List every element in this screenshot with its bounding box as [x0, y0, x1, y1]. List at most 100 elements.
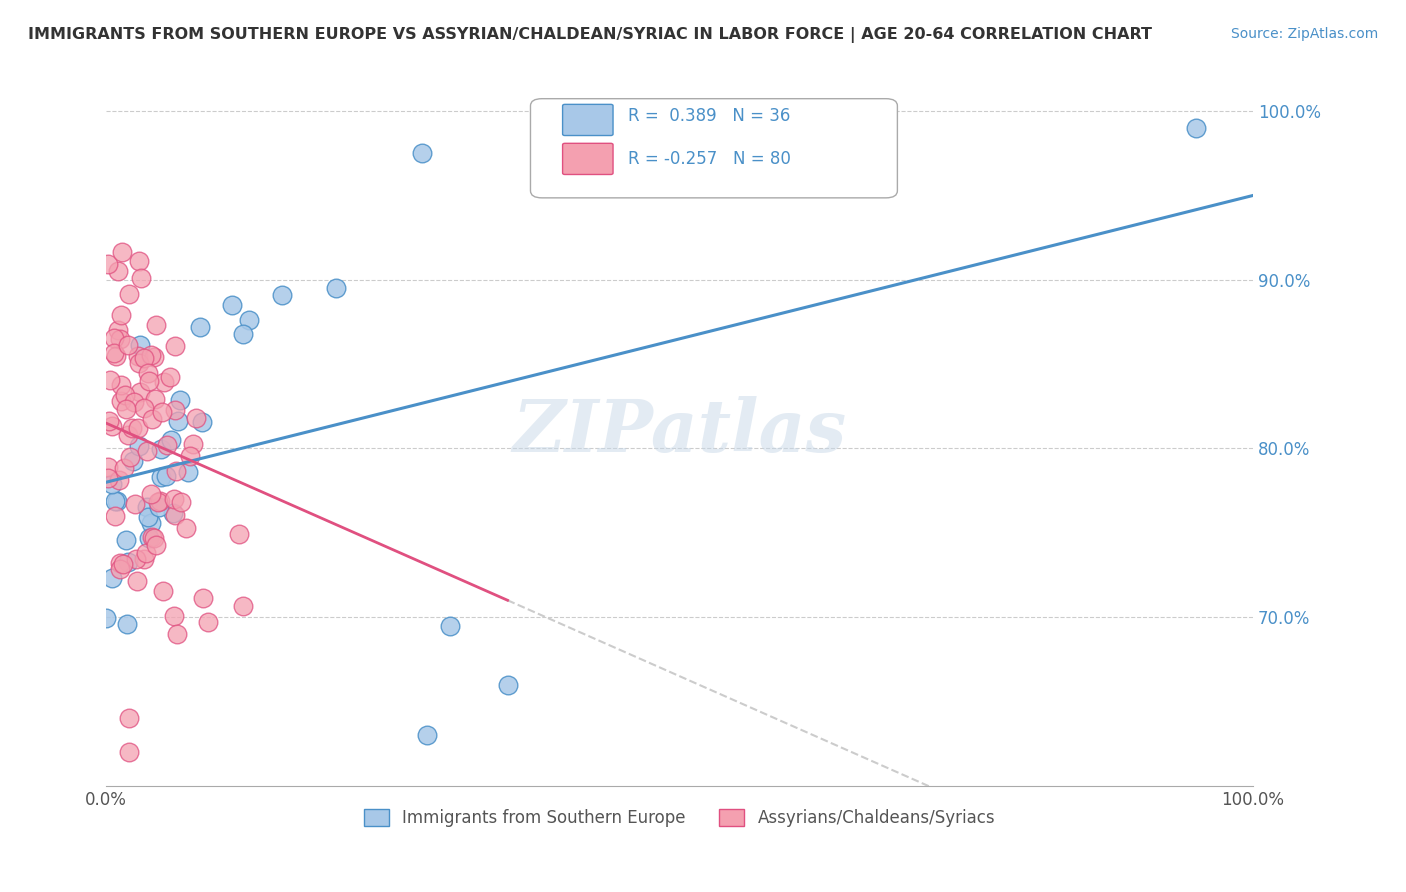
Point: [152, 584, 174, 599]
Point: [148, 500, 170, 515]
Point: [104, 508, 127, 523]
Point: [107, 474, 129, 488]
Point: [129, 271, 152, 285]
Point: [96, 610, 118, 624]
Point: [98, 373, 121, 387]
Point: [145, 538, 167, 552]
Point: [132, 551, 155, 566]
Point: [149, 442, 172, 457]
Point: [165, 339, 187, 353]
Point: [100, 476, 122, 491]
Point: [150, 405, 173, 419]
Point: [167, 414, 190, 428]
Point: [159, 370, 181, 384]
Point: [121, 421, 143, 435]
Point: [132, 401, 155, 415]
Point: [1184, 121, 1206, 136]
Text: Source: ZipAtlas.com: Source: ZipAtlas.com: [1230, 27, 1378, 41]
Point: [170, 495, 193, 509]
Point: [139, 486, 162, 500]
Point: [124, 497, 146, 511]
Point: [107, 264, 129, 278]
Point: [107, 323, 129, 337]
Point: [191, 415, 214, 429]
Point: [105, 494, 128, 508]
Point: [128, 253, 150, 268]
Point: [118, 745, 141, 759]
Point: [101, 418, 124, 433]
Point: [165, 464, 187, 478]
Point: [128, 356, 150, 370]
Point: [112, 557, 135, 571]
Point: [115, 533, 138, 547]
Point: [238, 312, 260, 326]
Point: [108, 333, 131, 347]
Point: [163, 609, 186, 624]
Point: [122, 454, 145, 468]
Point: [139, 516, 162, 531]
Point: [117, 427, 139, 442]
Point: [103, 331, 125, 345]
Point: [165, 403, 187, 417]
Point: [325, 281, 347, 295]
Point: [145, 392, 167, 406]
Point: [416, 728, 439, 742]
Point: [141, 349, 163, 363]
Point: [128, 338, 150, 352]
Point: [136, 500, 159, 515]
Point: [112, 461, 135, 475]
Point: [117, 555, 139, 569]
Point: [125, 552, 148, 566]
Point: [98, 414, 121, 428]
Point: [114, 402, 136, 417]
Point: [110, 308, 132, 322]
Point: [411, 146, 433, 161]
Point: [117, 338, 139, 352]
FancyBboxPatch shape: [562, 104, 613, 136]
Point: [124, 395, 146, 409]
Text: R =  0.389   N = 36: R = 0.389 N = 36: [628, 107, 790, 126]
Point: [145, 318, 167, 332]
Point: [136, 366, 159, 380]
Point: [105, 350, 128, 364]
Point: [136, 444, 159, 458]
Point: [221, 298, 243, 312]
Point: [271, 288, 294, 302]
Point: [104, 494, 127, 508]
Point: [177, 466, 200, 480]
Point: [118, 287, 141, 301]
Point: [127, 349, 149, 363]
Point: [197, 615, 219, 629]
Point: [118, 711, 141, 725]
Point: [127, 421, 149, 435]
Point: [138, 531, 160, 545]
Point: [110, 562, 132, 576]
Point: [138, 374, 160, 388]
Point: [148, 495, 170, 509]
FancyBboxPatch shape: [530, 99, 897, 198]
Point: [132, 351, 155, 365]
Point: [162, 506, 184, 520]
Point: [232, 599, 254, 613]
Point: [97, 460, 120, 475]
Point: [179, 449, 201, 463]
Point: [100, 571, 122, 585]
Point: [166, 627, 188, 641]
Point: [163, 491, 186, 506]
Point: [142, 531, 165, 545]
Point: [188, 319, 211, 334]
Point: [143, 350, 166, 364]
Point: [153, 376, 176, 390]
Point: [184, 410, 207, 425]
FancyBboxPatch shape: [562, 144, 613, 175]
Point: [228, 526, 250, 541]
Point: [120, 450, 142, 465]
Point: [114, 388, 136, 402]
Point: [110, 393, 132, 408]
Point: [141, 412, 163, 426]
Legend: Immigrants from Southern Europe, Assyrians/Chaldeans/Syriacs: Immigrants from Southern Europe, Assyria…: [357, 803, 1001, 834]
Point: [128, 385, 150, 400]
Point: [439, 618, 461, 632]
Point: [108, 556, 131, 570]
Point: [191, 591, 214, 606]
